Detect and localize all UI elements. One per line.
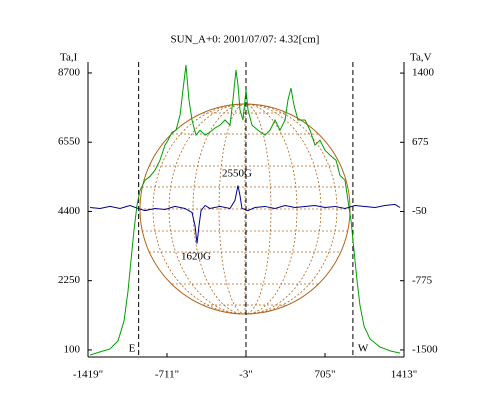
annotation: 2550G	[222, 168, 252, 180]
x-tick-label: -1419"	[73, 369, 103, 381]
y-tick-label: 100	[64, 343, 81, 355]
x-tick-label: -711"	[155, 369, 179, 381]
limb-label: W	[358, 343, 369, 355]
y2-tick-label: 675	[412, 136, 429, 148]
chart-title: SUN_A+0: 2001/07/07: 4.32[cm]	[171, 34, 320, 46]
x-tick-label: 1413"	[391, 369, 418, 381]
series-line	[89, 185, 401, 244]
x-tick-label: -3"	[239, 369, 253, 381]
x-tick-label: 705"	[315, 369, 336, 381]
y2-tick-label: -1500	[412, 343, 438, 355]
series-line	[89, 64, 401, 356]
y2-axis-label: Ta,V	[410, 52, 432, 64]
y2-tick-label: 1400	[412, 67, 435, 79]
y-tick-label: 2250	[58, 274, 81, 286]
y2-tick-label: -50	[412, 205, 427, 217]
y2-tick-label: -775	[412, 274, 433, 286]
y-tick-label: 6550	[58, 136, 81, 148]
y-tick-label: 8700	[58, 66, 81, 78]
annotation: 1620G	[181, 251, 211, 263]
limb-label: E	[129, 343, 136, 355]
y-tick-label: 4400	[58, 205, 81, 217]
y-axis-label: Ta,I	[60, 52, 78, 64]
